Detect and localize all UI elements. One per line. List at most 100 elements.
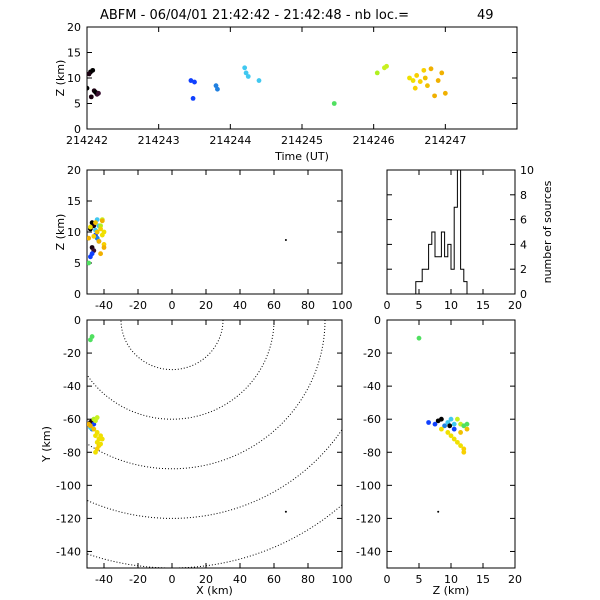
xz-point xyxy=(99,218,105,224)
zy-point xyxy=(447,423,453,429)
time_height-point xyxy=(256,78,262,83)
xy-xlabel: X (km) xyxy=(196,584,233,597)
xy-point xyxy=(91,426,97,432)
time_height-ytick-label: 20 xyxy=(67,21,81,34)
xz-ytick-label: 0 xyxy=(74,288,81,301)
zy-ytick-label: -60 xyxy=(363,413,381,426)
time_height-point xyxy=(432,93,437,99)
xy-plot-area xyxy=(87,320,342,568)
xy-xtick-label: 60 xyxy=(267,573,281,586)
xy-xtick-label: -20 xyxy=(129,573,147,586)
hist-histogram-line xyxy=(387,170,515,294)
zy-ytick-label: -120 xyxy=(356,512,381,525)
panel-zy: 0 5 10 15 20 -140 -120 -100 -80 -60 -40 -20 0 Z (km) xyxy=(356,314,522,597)
zy-plot-area xyxy=(416,335,470,513)
xy-ytick-label: -20 xyxy=(63,347,81,360)
zy-point xyxy=(451,436,457,442)
xy-ytick-label: -60 xyxy=(63,413,81,426)
zy-point xyxy=(448,433,454,439)
time_height-point xyxy=(190,96,196,101)
zy-point xyxy=(432,421,438,427)
zy-point xyxy=(437,510,440,513)
xz-point xyxy=(87,260,92,266)
xy-ytick-label: -80 xyxy=(63,446,81,459)
time_height-point xyxy=(243,70,249,76)
time_height-point xyxy=(96,90,101,96)
time_height-point xyxy=(192,79,197,85)
zy-ytick-label: -80 xyxy=(363,446,381,459)
time_height-point xyxy=(410,78,416,83)
zy-point xyxy=(458,430,463,435)
zy-point xyxy=(461,449,467,455)
xy-xtick-label: 0 xyxy=(169,573,176,586)
time_height-ylabel: Z (km) xyxy=(54,60,67,97)
xz-point xyxy=(98,251,103,257)
xz-point xyxy=(101,245,107,250)
hist-plot-area xyxy=(387,170,515,294)
time_height-point xyxy=(422,75,428,81)
time_height-point xyxy=(442,90,448,96)
time_height-xtick-label: 214246 xyxy=(353,134,395,147)
hist-ytick-label: 0 xyxy=(520,288,527,301)
time_height-point xyxy=(87,85,90,91)
time_height-point xyxy=(414,73,420,78)
xz-plot-area xyxy=(87,217,287,266)
xz-ylabel: Z (km) xyxy=(54,214,67,251)
figure-title: ABFM - 06/04/01 21:42:42 - 21:42:48 - nb… xyxy=(100,8,409,23)
zy-ytick-label: -40 xyxy=(363,380,381,393)
zy-point xyxy=(458,443,463,449)
time_height-xtick-label: 214243 xyxy=(138,134,180,147)
time_height-point xyxy=(407,75,412,81)
zy-point xyxy=(455,439,460,445)
xz-xtick-label: 40 xyxy=(233,299,247,312)
zy-point xyxy=(416,335,422,341)
zy-xlabel: Z (km) xyxy=(433,584,470,597)
xz-point xyxy=(93,220,98,226)
zy-xtick-label: 0 xyxy=(384,573,391,586)
zy-point xyxy=(455,416,460,422)
time_height-point xyxy=(331,101,337,106)
time_height-point xyxy=(384,63,389,69)
zy-xtick-label: 15 xyxy=(476,573,490,586)
zy-point xyxy=(448,416,454,422)
xy-xtick-label: 40 xyxy=(233,573,247,586)
xz-xtick-label: 20 xyxy=(199,299,213,312)
xz-point xyxy=(88,224,93,230)
xz-point xyxy=(87,235,92,241)
xz-xtick-label: 60 xyxy=(267,299,281,312)
xy-ytick-label: 0 xyxy=(74,314,81,327)
zy-point xyxy=(451,421,457,427)
zy-xtick-label: 5 xyxy=(416,573,423,586)
xz-ytick-label: 10 xyxy=(67,226,81,239)
xy-point xyxy=(93,433,98,439)
zy-ytick-label: 0 xyxy=(374,314,381,327)
xz-frame xyxy=(86,169,343,295)
time_height-point xyxy=(428,66,434,72)
xy-range-ring xyxy=(120,320,224,371)
zy-point xyxy=(464,421,470,427)
time_height-xtick-label: 214242 xyxy=(66,134,108,147)
time_height-point xyxy=(88,94,94,100)
xz-ytick-label: 20 xyxy=(67,164,81,177)
time_height-ytick-label: 5 xyxy=(74,98,81,111)
time_height-xtick-label: 214244 xyxy=(209,134,251,147)
zy-xtick-label: 20 xyxy=(508,573,522,586)
xz-xtick-label: 80 xyxy=(301,299,315,312)
time_height-xlabel: Time (UT) xyxy=(274,150,329,163)
xz-ytick-label: 5 xyxy=(74,257,81,270)
time_height-ytick-label: 10 xyxy=(67,72,81,85)
hist-ytick-label: 8 xyxy=(520,189,527,202)
zy-ytick-label: -140 xyxy=(356,545,381,558)
xy-ylabel: Y (km) xyxy=(40,426,53,463)
zy-point xyxy=(439,416,444,422)
time_height-point xyxy=(215,86,220,92)
xz-xtick-label: -20 xyxy=(129,299,147,312)
hist-xtick-label: 20 xyxy=(508,299,522,312)
panel-xy: -40 -20 0 20 40 60 80 100 -140 -120 -100 -80 -60 -40 -… xyxy=(40,314,353,597)
time_height-point xyxy=(188,78,194,83)
xy-point xyxy=(89,334,95,339)
time_height-frame xyxy=(86,26,518,130)
time_height-point xyxy=(435,78,441,83)
time_height-point xyxy=(87,71,92,77)
